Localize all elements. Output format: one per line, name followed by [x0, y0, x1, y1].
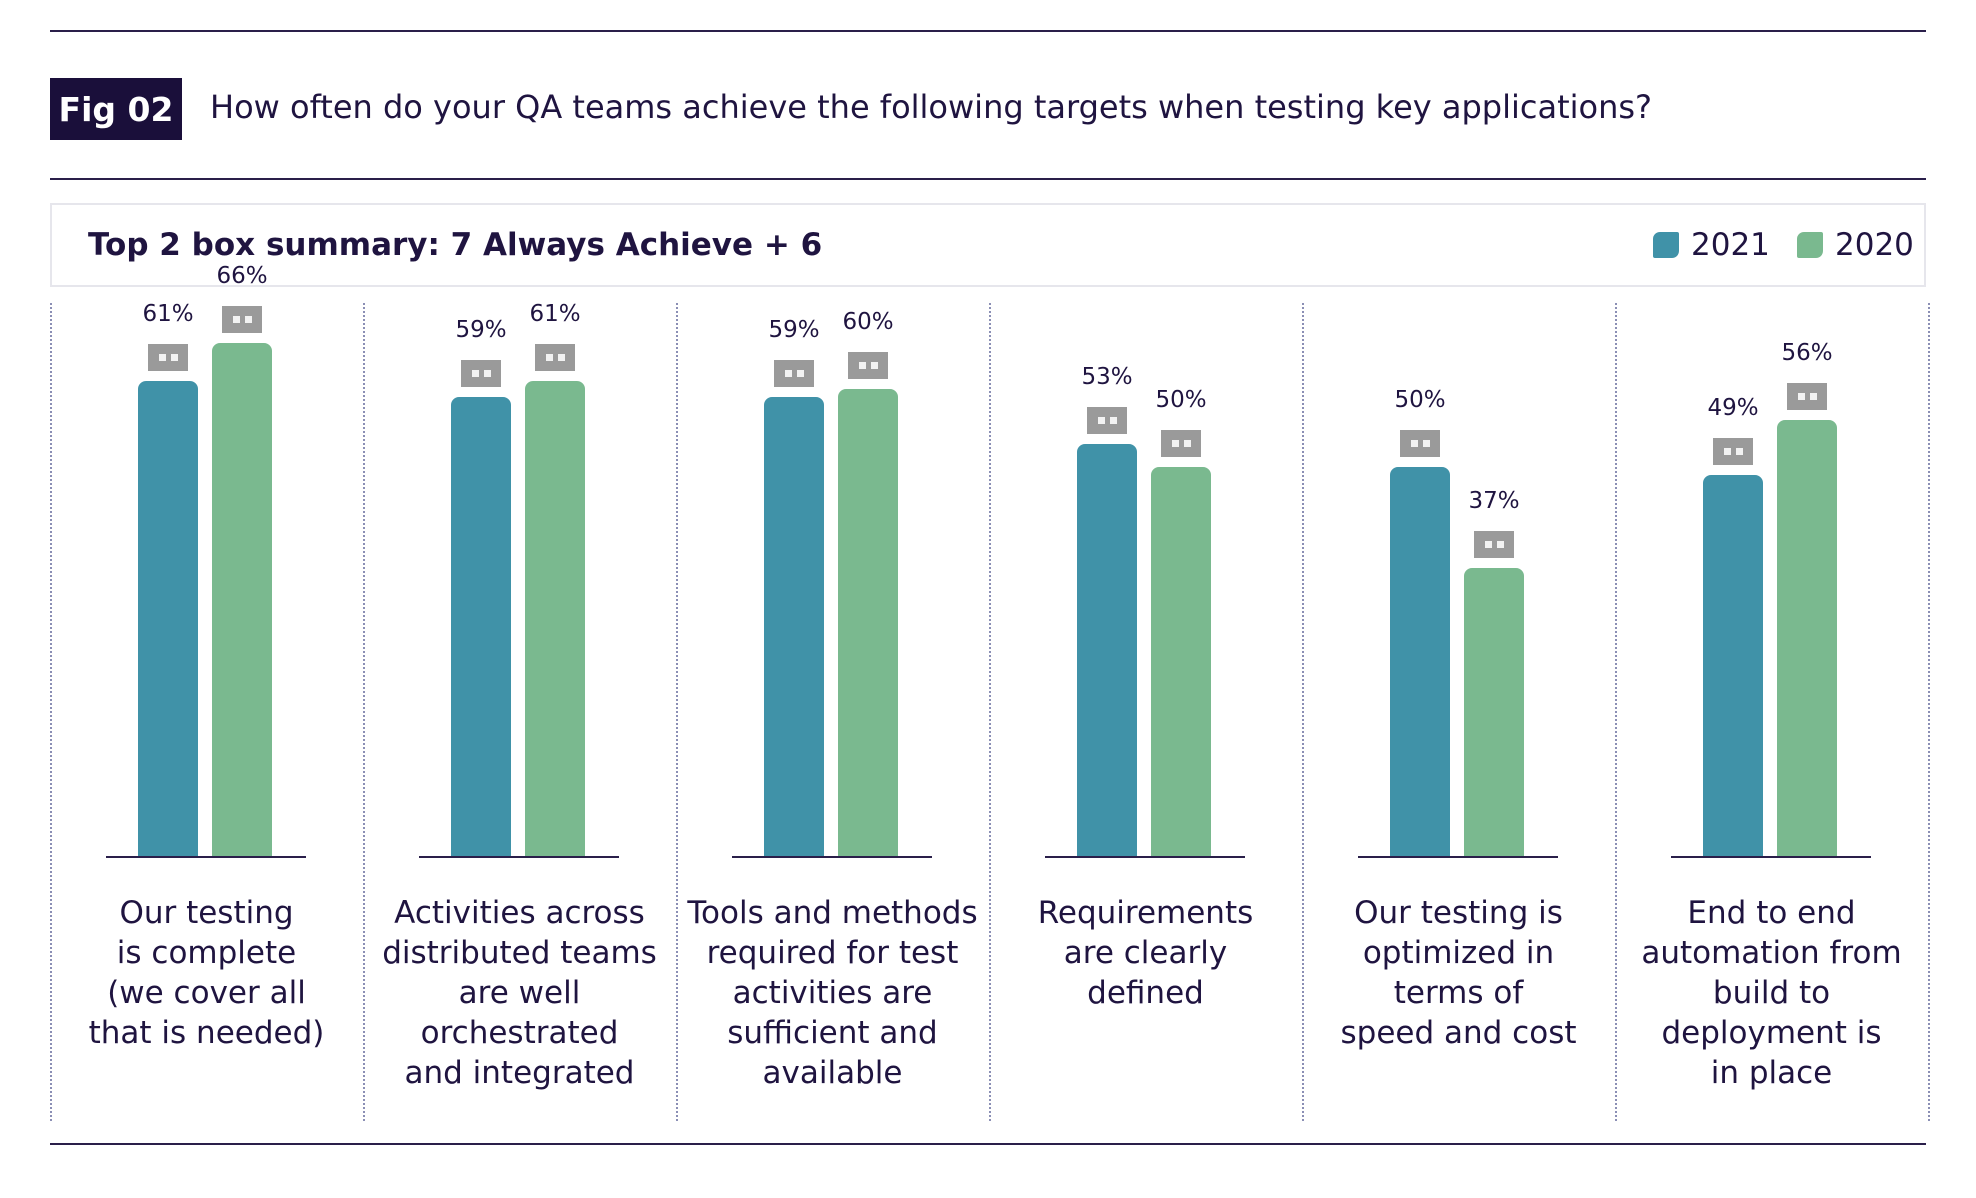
header-rule [50, 178, 1926, 180]
category-label: Activities across distributed teams are … [382, 895, 657, 1091]
value-chip-icon [848, 352, 888, 380]
bar-2021 [1703, 474, 1763, 856]
group-divider [50, 303, 52, 1121]
bar-2020 [1777, 420, 1837, 856]
bar-2021 [451, 396, 511, 856]
group-divider [1302, 303, 1304, 1121]
value-chip-icon [1161, 430, 1201, 457]
value-chip-icon [774, 359, 814, 387]
bar-2021 [138, 381, 198, 856]
legend-swatch-2021 [1653, 232, 1679, 258]
value-chip-icon [1400, 430, 1440, 457]
value-chip-icon [222, 305, 262, 333]
top-rule [50, 30, 1926, 32]
value-chip-icon [461, 359, 501, 387]
data-label-2021: 50% [1394, 387, 1446, 413]
category-label: Requirements are clearly defined [1037, 895, 1254, 1011]
legend-item-2020: 2020 [1797, 227, 1914, 263]
bar-2020 [1464, 568, 1524, 856]
group-divider [1928, 303, 1930, 1121]
value-chip-icon [1474, 531, 1514, 559]
data-label-2021: 61% [142, 301, 194, 328]
data-label-2020: 66% [216, 262, 268, 289]
category-group: 50% 37% Our testing is optimized in terms … [1302, 303, 1615, 1121]
category-label: Our testing is complete (we cover all th… [88, 895, 325, 1051]
category-baseline [1671, 856, 1871, 858]
value-chip-icon [535, 344, 575, 372]
bar-2021 [1077, 443, 1137, 856]
category-label: Tools and methods required for test acti… [687, 895, 978, 1091]
data-label-2021: 59% [768, 316, 820, 343]
data-label-2021: 59% [455, 316, 507, 343]
bar-2020 [1151, 467, 1211, 856]
summary-title: Top 2 box summary: 7 Always Achieve + 6 [88, 227, 823, 263]
data-label-2020: 60% [842, 309, 894, 336]
data-label-2021: 49% [1707, 394, 1759, 421]
group-divider [989, 303, 991, 1121]
legend-swatch-2020 [1797, 232, 1823, 258]
legend-item-2021: 2021 [1653, 227, 1770, 263]
legend-label-2021: 2021 [1691, 227, 1770, 263]
category-group: 53% 50% Requirements are clearly defined [989, 303, 1302, 1121]
summary-bar: Top 2 box summary: 7 Always Achieve + 6 … [50, 203, 1926, 287]
bar-2020 [525, 381, 585, 856]
data-label-2020: 50% [1155, 387, 1207, 413]
data-label-2021: 53% [1081, 363, 1133, 390]
figure-question: How often do your QA teams achieve the f… [210, 88, 1653, 126]
bar-2021 [1390, 467, 1450, 856]
bar-2021 [764, 396, 824, 856]
data-label-2020: 56% [1781, 340, 1833, 367]
value-chip-icon [1787, 383, 1827, 411]
category-baseline [1045, 856, 1245, 858]
figure-label: Fig 02 [50, 78, 182, 140]
bar-2020 [212, 342, 272, 856]
group-divider [1615, 303, 1617, 1121]
category-label: Our testing is optimized in terms of spe… [1340, 895, 1577, 1051]
category-baseline [1358, 856, 1558, 858]
bottom-rule [50, 1143, 1926, 1145]
category-baseline [419, 856, 619, 858]
category-group: 59% 61% Activities across distributed team… [363, 301, 676, 1121]
category-group: 59% 60% Tools and methods required for tes… [676, 303, 989, 1121]
group-divider [363, 303, 365, 1121]
data-label-2020: 37% [1468, 488, 1520, 515]
value-chip-icon [1713, 437, 1753, 465]
group-divider [676, 303, 678, 1121]
value-chip-icon [1087, 406, 1127, 434]
category-baseline [106, 856, 306, 858]
data-label-2020: 61% [529, 301, 581, 328]
category-group: 49% 56% End to end automation from build t… [1615, 303, 1928, 1121]
category-group: 61% 66% Our testing is complete (we cover … [50, 263, 363, 1121]
value-chip-icon [148, 344, 188, 372]
category-baseline [732, 856, 932, 858]
legend-label-2020: 2020 [1835, 227, 1914, 263]
category-label: End to end automation from build to depl… [1641, 895, 1902, 1091]
bar-2020 [838, 389, 898, 856]
